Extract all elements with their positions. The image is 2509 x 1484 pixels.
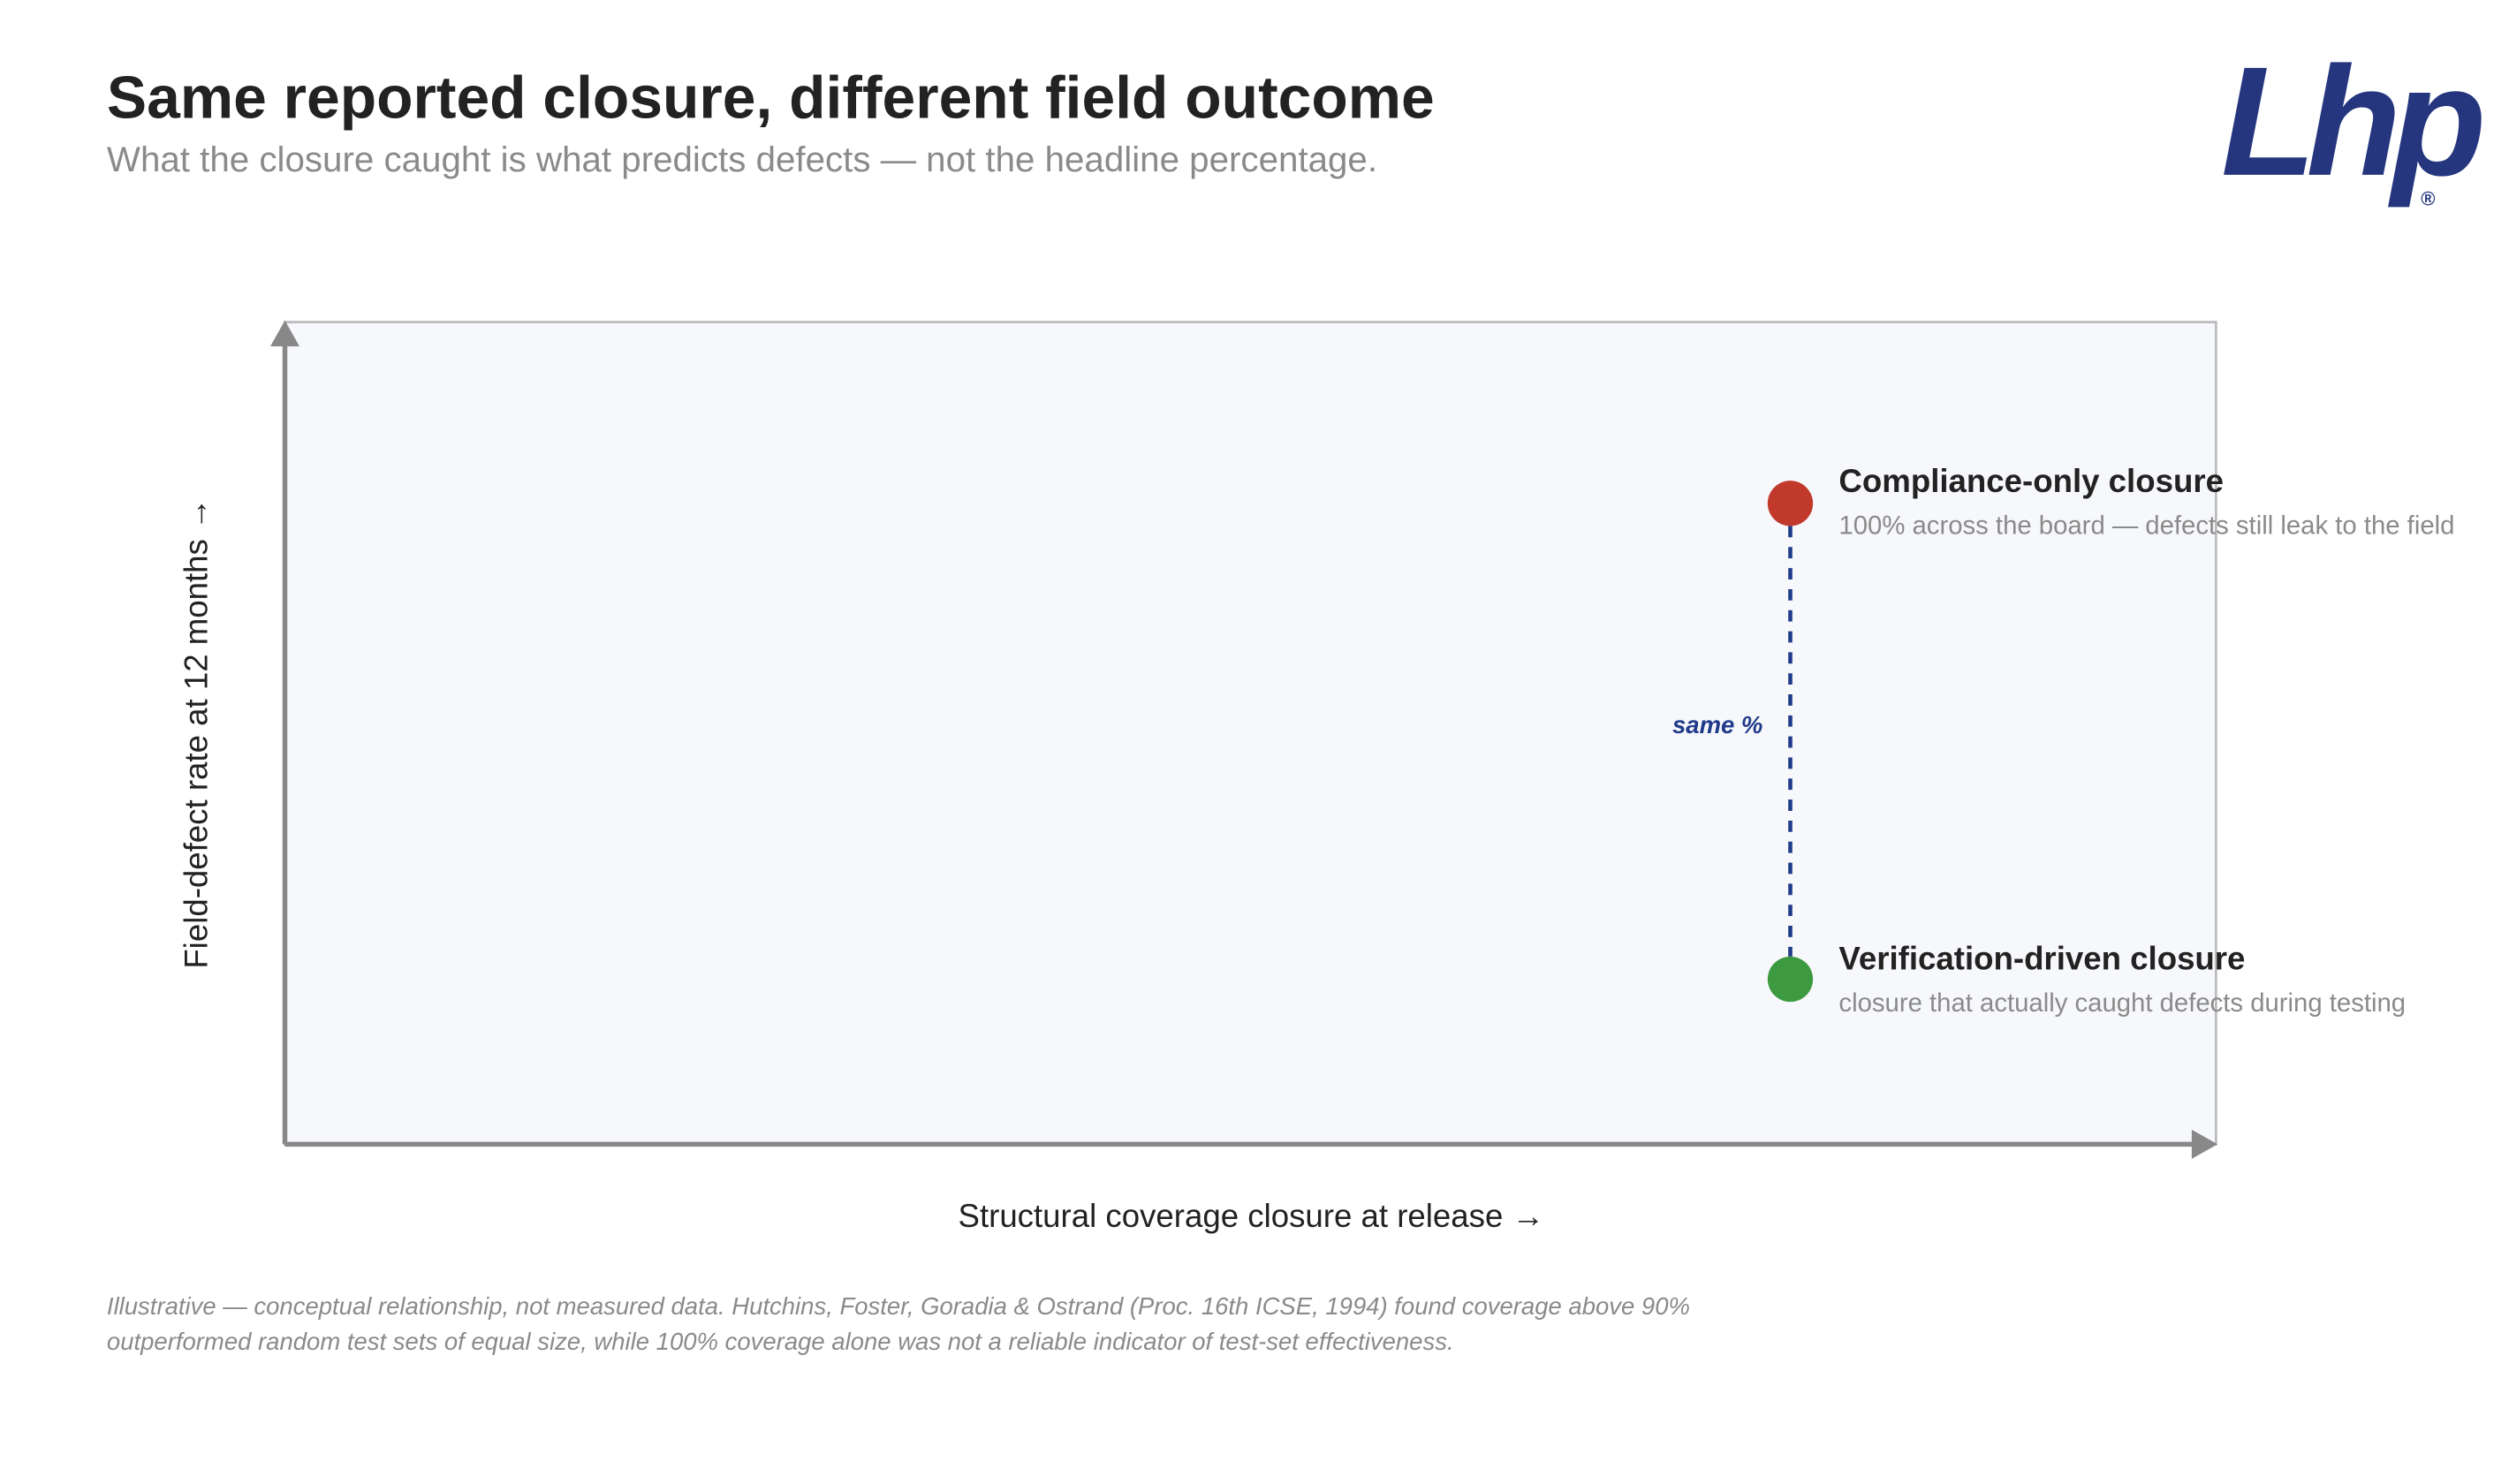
y-axis-label: Field-defect rate at 12 months → <box>178 497 215 968</box>
logo: Lhp <box>2221 35 2482 208</box>
point-note: closure that actually caught defects dur… <box>1838 988 2406 1018</box>
point-label: Verification-driven closure <box>1838 941 2245 977</box>
point <box>1767 956 1814 1003</box>
logo-mark: ® <box>2421 188 2435 210</box>
x-axis-label: Structural coverage closure at release → <box>959 1198 1545 1234</box>
gap-label: same % <box>1672 711 1762 738</box>
point-label: Compliance-only closure <box>1838 463 2224 499</box>
y-arrow <box>269 320 299 347</box>
plot-area <box>284 321 2217 1146</box>
point <box>1767 481 1814 526</box>
subtitle: What the closure caught is what predicts… <box>107 140 1377 179</box>
footnote: Illustrative — conceptual relationship, … <box>106 1292 1690 1357</box>
x-arrow <box>2191 1129 2218 1159</box>
point-note: 100% across the board — defects still le… <box>1838 511 2454 541</box>
title: Same reported closure, different field o… <box>107 65 1435 132</box>
